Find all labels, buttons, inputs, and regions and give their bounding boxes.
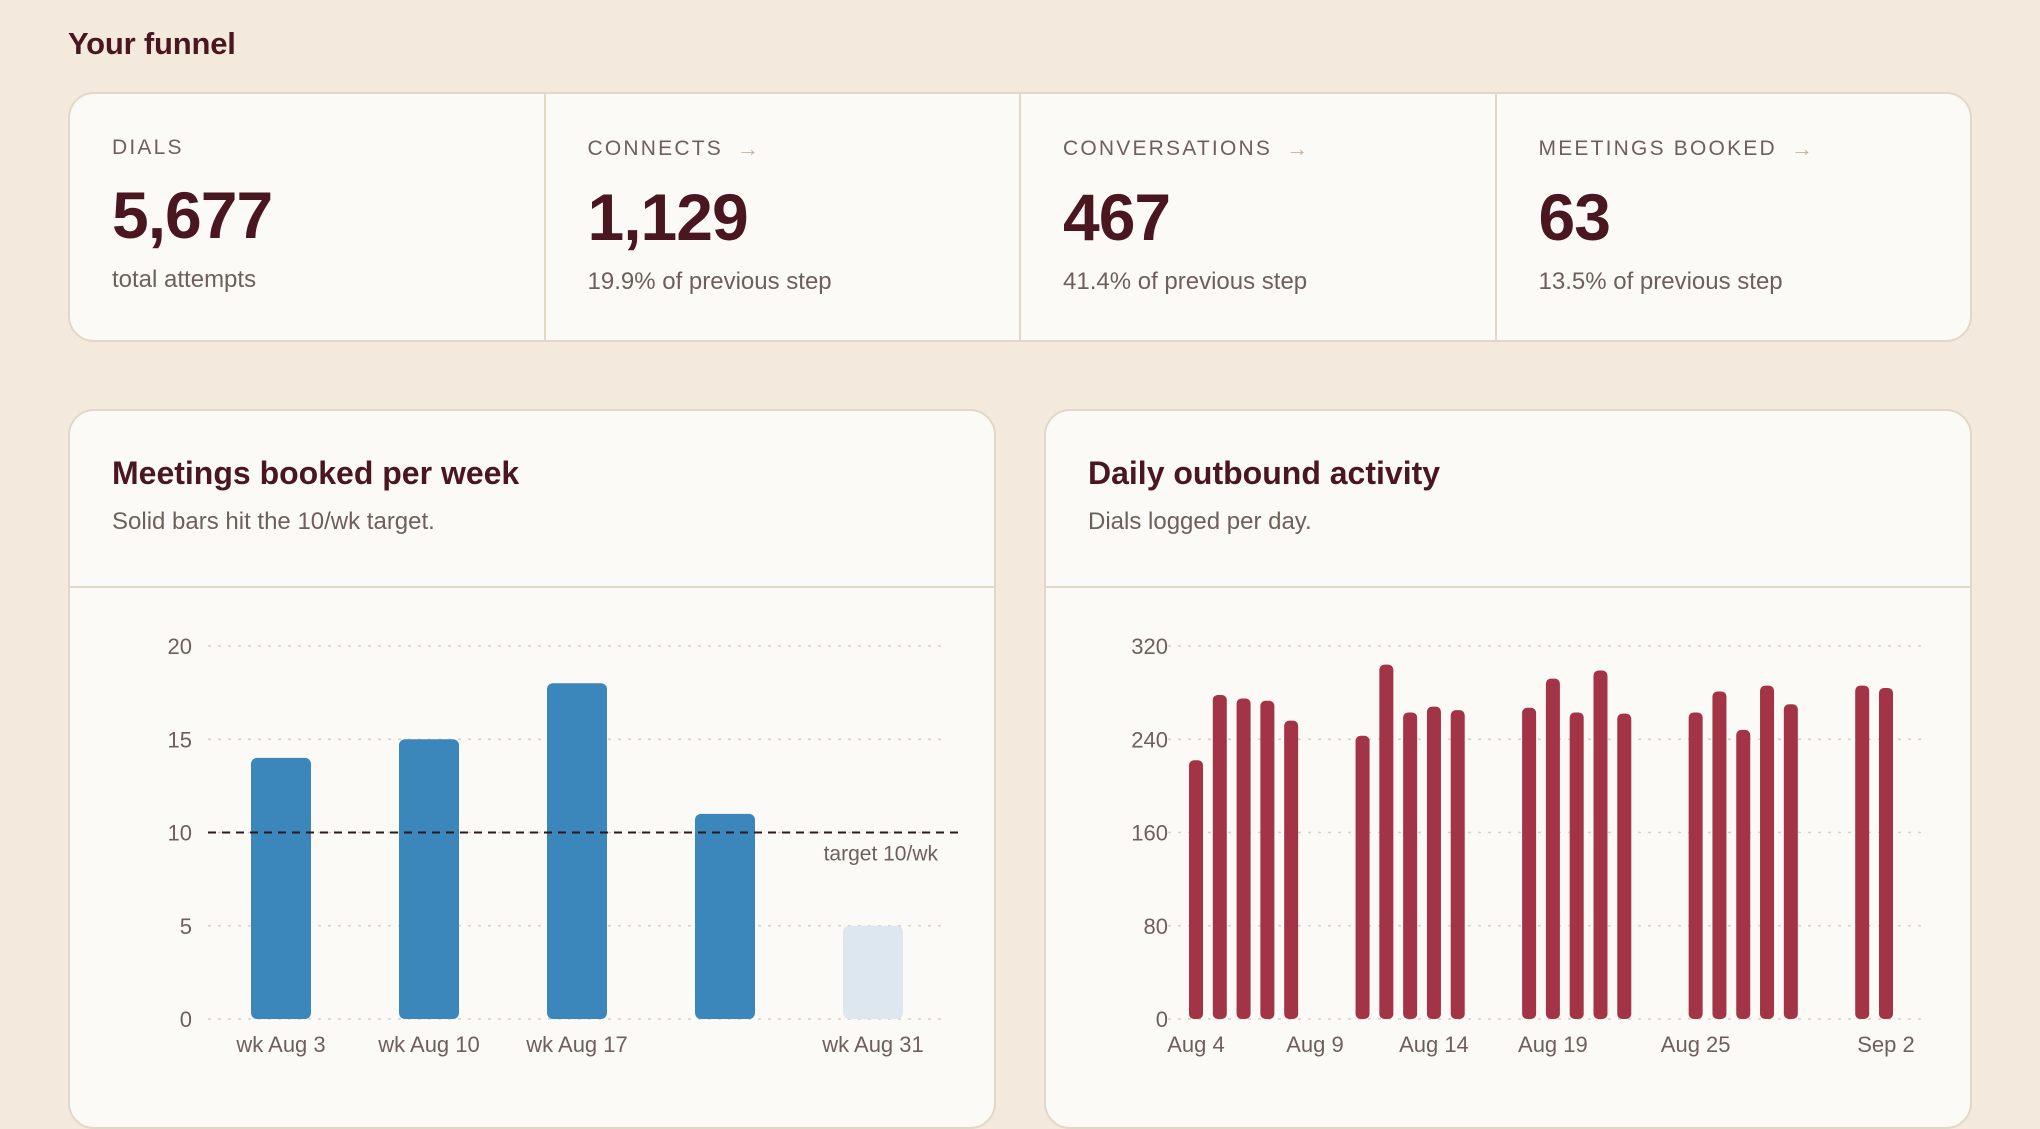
funnel-step-dials: DIALS 5,677 total attempts bbox=[70, 94, 544, 340]
weekly-meetings-card: Meetings booked per week Solid bars hit … bbox=[68, 409, 996, 1129]
funnel-summary: DIALS 5,677 total attempts CONNECTS → 1,1… bbox=[68, 92, 1972, 342]
stat-value: 5,677 bbox=[112, 178, 273, 252]
bar bbox=[1403, 712, 1418, 1019]
stat-value: 1,129 bbox=[587, 180, 749, 254]
y-tick-label: 80 bbox=[1144, 914, 1168, 939]
y-tick-label: 240 bbox=[1131, 727, 1168, 752]
target-label: target 10/wk bbox=[824, 843, 939, 866]
stat-value: 63 bbox=[1538, 180, 1611, 254]
bar bbox=[1260, 700, 1275, 1019]
x-tick-label: Aug 14 bbox=[1399, 1032, 1469, 1057]
stat-label: DIALS bbox=[112, 136, 184, 159]
bar bbox=[1450, 710, 1465, 1019]
bar bbox=[843, 925, 903, 1019]
stat-label: CONNECTS → bbox=[587, 136, 759, 161]
x-tick-label: Aug 9 bbox=[1286, 1032, 1344, 1057]
x-tick-label: wk Aug 3 bbox=[235, 1032, 325, 1057]
y-tick-label: 5 bbox=[180, 914, 192, 939]
y-tick-label: 320 bbox=[1131, 634, 1168, 659]
y-tick-label: 160 bbox=[1131, 821, 1168, 846]
card-title: Meetings booked per week bbox=[112, 455, 520, 491]
stat-label: CONVERSATIONS → bbox=[1063, 136, 1309, 161]
funnel-step-connects[interactable]: CONNECTS → 1,129 19.9% of previous step bbox=[543, 94, 1020, 340]
stat-value: 467 bbox=[1063, 180, 1171, 254]
bar bbox=[1545, 678, 1560, 1019]
weekly-meetings-chart: 0 5 10 15 20 wk Aug 3 wk Aug 10 wk Aug 17 wk Aug… bbox=[168, 634, 958, 1057]
y-tick-label: 0 bbox=[180, 1007, 192, 1032]
bar bbox=[547, 683, 607, 1019]
bar bbox=[1855, 685, 1870, 1019]
y-tick-label: 20 bbox=[168, 634, 192, 659]
bar bbox=[399, 739, 459, 1019]
arrow-right-icon[interactable]: → bbox=[1790, 136, 1813, 161]
funnel-step-meetings-booked[interactable]: MEETINGS BOOKED → 63 13.5% of previous st… bbox=[1494, 94, 1971, 340]
x-tick-label: wk Aug 31 bbox=[821, 1032, 924, 1057]
stat-subtext: 13.5% of previous step bbox=[1538, 268, 1783, 295]
card-subtitle: Dials logged per day. bbox=[1088, 508, 1312, 535]
section-title: Your funnel bbox=[68, 26, 236, 61]
bar bbox=[1189, 760, 1203, 1019]
card-header: Meetings booked per week Solid bars hit … bbox=[70, 411, 994, 588]
card-header: Daily outbound activity Dials logged per… bbox=[1046, 411, 1970, 588]
x-tick-label: Aug 4 bbox=[1167, 1032, 1225, 1057]
bar bbox=[1284, 720, 1299, 1019]
bar bbox=[1212, 694, 1227, 1019]
bar bbox=[1712, 691, 1727, 1019]
funnel-step-conversations[interactable]: CONVERSATIONS → 467 41.4% of previous ste… bbox=[1019, 94, 1495, 340]
x-tick-label: wk Aug 17 bbox=[525, 1032, 628, 1057]
x-tick-label: Sep 2 bbox=[1857, 1032, 1915, 1057]
card-subtitle: Solid bars hit the 10/wk target. bbox=[112, 508, 435, 535]
y-tick-label: 10 bbox=[168, 821, 192, 846]
bar bbox=[1688, 712, 1703, 1019]
y-tick-label: 15 bbox=[168, 727, 192, 752]
y-tick-label: 0 bbox=[1156, 1007, 1168, 1032]
arrow-right-icon[interactable]: → bbox=[736, 136, 759, 161]
bar bbox=[1879, 687, 1893, 1019]
stat-subtext: 19.9% of previous step bbox=[587, 268, 832, 295]
bar bbox=[1379, 664, 1394, 1019]
daily-activity-chart: 0 80 160 240 320 Aug 4 Aug 9 Aug 14 Aug 19 Aug 25… bbox=[1131, 634, 1924, 1057]
x-tick-label: wk Aug 10 bbox=[377, 1032, 480, 1057]
bar bbox=[1236, 698, 1251, 1019]
daily-activity-card: Daily outbound activity Dials logged per… bbox=[1044, 409, 1972, 1129]
x-tick-label: Aug 25 bbox=[1661, 1032, 1731, 1057]
bar bbox=[1426, 706, 1441, 1019]
bar bbox=[1760, 685, 1775, 1019]
bar bbox=[1522, 707, 1537, 1019]
bar bbox=[1569, 712, 1584, 1019]
bar bbox=[1736, 729, 1751, 1019]
arrow-right-icon[interactable]: → bbox=[1286, 136, 1309, 161]
bar bbox=[251, 757, 311, 1019]
bar bbox=[1783, 704, 1798, 1019]
stat-subtext: total attempts bbox=[112, 266, 257, 293]
x-tick-label: Aug 19 bbox=[1518, 1032, 1588, 1057]
bar bbox=[1593, 670, 1608, 1019]
stat-label: MEETINGS BOOKED → bbox=[1538, 136, 1813, 161]
stat-subtext: 41.4% of previous step bbox=[1063, 268, 1308, 295]
card-title: Daily outbound activity bbox=[1088, 455, 1441, 491]
bar bbox=[1355, 735, 1370, 1019]
bar bbox=[1617, 713, 1632, 1019]
bar bbox=[695, 813, 755, 1019]
